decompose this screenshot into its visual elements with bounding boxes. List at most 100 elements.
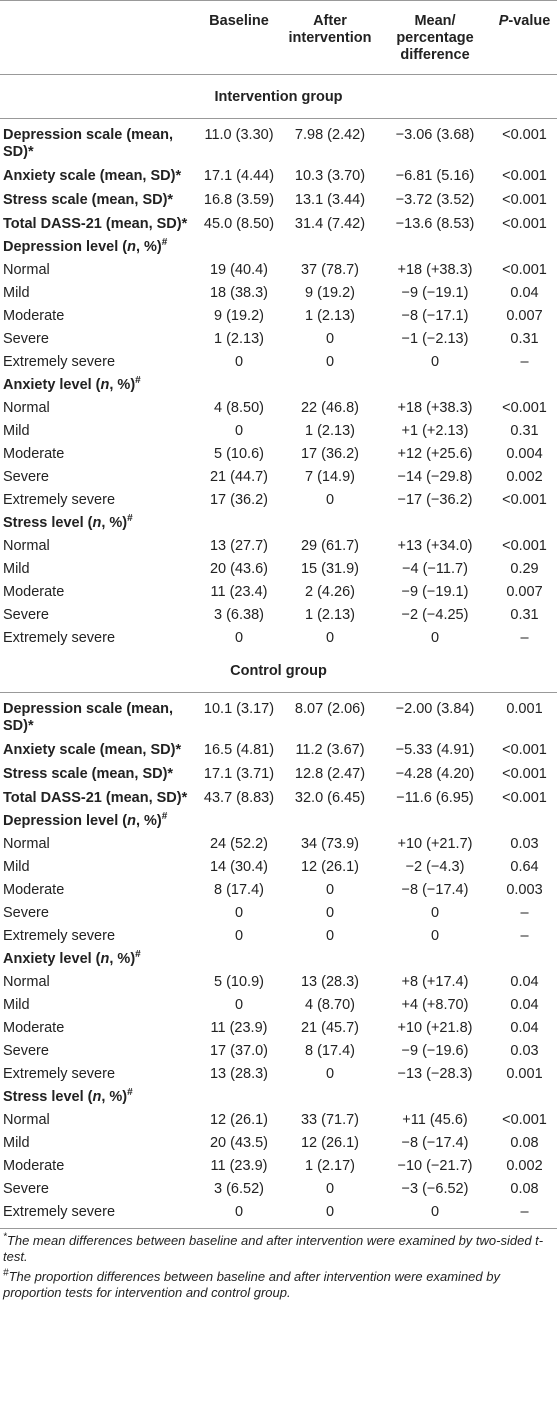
level-row: Severe 1 (2.13) 0 −1 (−2.13) 0.31 bbox=[0, 328, 557, 351]
level-label: Normal bbox=[3, 974, 50, 990]
level-label: Moderate bbox=[3, 584, 65, 600]
value-cell: 0.08 bbox=[510, 1181, 539, 1197]
scale-row: Depression scale (mean, SD)* 11.0 (3.30) 7… bbox=[0, 119, 557, 165]
value-cell: 0 bbox=[430, 630, 440, 646]
value-cell: 13 (28.3) bbox=[300, 974, 360, 990]
scale-label: Total DASS-21 (mean, SD)* bbox=[3, 790, 188, 806]
value-cell: 10.3 (3.70) bbox=[294, 168, 366, 184]
value-cell: 7.98 (2.42) bbox=[294, 127, 366, 143]
value-cell: 12 (26.1) bbox=[209, 1112, 269, 1128]
value-cell: 0 bbox=[325, 1181, 335, 1197]
level-row: Moderate 5 (10.6) 17 (36.2) +12 (+25.6) 0.00… bbox=[0, 443, 557, 466]
value-cell: 9 (19.2) bbox=[214, 308, 264, 324]
value-cell: 0 bbox=[325, 928, 335, 944]
table-container: Baseline After intervention Mean/ percenta… bbox=[0, 0, 557, 1301]
scale-label: Anxiety scale (mean, SD)* bbox=[3, 742, 182, 758]
value-cell: −13 (−28.3) bbox=[397, 1066, 473, 1082]
level-row: Severe 3 (6.38) 1 (2.13) −2 (−4.25) 0.31 bbox=[0, 604, 557, 627]
footnote: #The proportion differences between base… bbox=[3, 1268, 554, 1301]
level-heading-row: Stress level (n, %)# bbox=[0, 512, 557, 535]
value-cell: 11 (23.9) bbox=[210, 1020, 268, 1036]
value-cell: 0 bbox=[430, 928, 440, 944]
scale-row: Stress scale (mean, SD)* 16.8 (3.59) 13.1 … bbox=[0, 188, 557, 212]
header-text: After intervention bbox=[288, 13, 372, 46]
value-cell: <0.001 bbox=[502, 790, 547, 806]
value-cell: 0 bbox=[325, 882, 335, 898]
value-cell: 1 (2.13) bbox=[305, 607, 355, 623]
table-header: Baseline After intervention Mean/ percenta… bbox=[0, 0, 557, 75]
value-cell: −8 (−17.4) bbox=[401, 1135, 469, 1151]
value-cell: 19 (40.4) bbox=[209, 262, 269, 278]
value-cell: – bbox=[520, 354, 529, 370]
value-cell: <0.001 bbox=[502, 538, 547, 554]
value-cell: 3 (6.38) bbox=[214, 607, 264, 623]
level-label: Severe bbox=[3, 1043, 49, 1059]
level-row: Normal 5 (10.9) 13 (28.3) +8 (+17.4) 0.04 bbox=[0, 971, 557, 994]
scale-label: Anxiety scale (mean, SD)* bbox=[3, 168, 182, 184]
value-cell: 43.7 (8.83) bbox=[203, 790, 275, 806]
level-label: Extremely severe bbox=[3, 1066, 116, 1082]
level-heading-row: Anxiety level (n, %)# bbox=[0, 374, 557, 397]
level-label: Mild bbox=[3, 997, 30, 1013]
value-cell: 13 (27.7) bbox=[209, 538, 269, 554]
value-cell: 0 bbox=[325, 354, 335, 370]
level-heading-text: n bbox=[100, 951, 110, 967]
level-heading-text: Stress level ( bbox=[3, 515, 93, 531]
value-cell: 11 (23.9) bbox=[210, 1158, 268, 1174]
level-heading-text: # bbox=[127, 1087, 133, 1099]
value-cell: 0.64 bbox=[510, 859, 539, 875]
level-label: Normal bbox=[3, 262, 50, 278]
level-row: Mild 0 1 (2.13) +1 (+2.13) 0.31 bbox=[0, 420, 557, 443]
value-cell: 2 (4.26) bbox=[305, 584, 355, 600]
level-heading: Stress level (n, %)# bbox=[0, 1086, 557, 1109]
level-label: Severe bbox=[3, 607, 49, 623]
value-cell: +13 (+34.0) bbox=[397, 538, 473, 554]
level-heading-text: , %) bbox=[101, 1089, 128, 1105]
level-heading: Anxiety level (n, %)# bbox=[0, 948, 557, 971]
value-cell: 12 (26.1) bbox=[300, 859, 360, 875]
level-label: Normal bbox=[3, 400, 50, 416]
scale-row: Total DASS-21 (mean, SD)* 43.7 (8.83) 32.0… bbox=[0, 786, 557, 810]
value-cell: 0.29 bbox=[510, 561, 539, 577]
value-cell: 21 (45.7) bbox=[300, 1020, 360, 1036]
value-cell: −1 (−2.13) bbox=[401, 331, 469, 347]
value-cell: 0 bbox=[234, 928, 244, 944]
results-table: Baseline After intervention Mean/ percenta… bbox=[0, 0, 557, 1224]
level-label: Normal bbox=[3, 538, 50, 554]
level-heading-text: n bbox=[92, 1089, 102, 1105]
value-cell: 1 (2.13) bbox=[214, 331, 264, 347]
value-cell: 5 (10.6) bbox=[214, 446, 264, 462]
level-label: Severe bbox=[3, 1181, 49, 1197]
value-cell: −3.72 (3.52) bbox=[395, 192, 475, 208]
scale-label: Depression scale (mean, SD)* bbox=[3, 127, 174, 160]
level-row: Extremely severe 0 0 0 – bbox=[0, 351, 557, 374]
value-cell: +11 (45.6) bbox=[402, 1112, 468, 1128]
scale-label: Depression scale (mean, SD)* bbox=[3, 701, 174, 734]
value-cell: – bbox=[520, 928, 529, 944]
value-cell: <0.001 bbox=[502, 262, 547, 278]
level-row: Mild 20 (43.5) 12 (26.1) −8 (−17.4) 0.08 bbox=[0, 1132, 557, 1155]
level-row: Severe 17 (37.0) 8 (17.4) −9 (−19.6) 0.03 bbox=[0, 1040, 557, 1063]
level-row: Extremely severe 0 0 0 – bbox=[0, 1201, 557, 1224]
value-cell: 17 (37.0) bbox=[209, 1043, 269, 1059]
value-cell: 11.2 (3.67) bbox=[295, 742, 365, 758]
header-empty bbox=[0, 1, 196, 75]
level-label: Moderate bbox=[3, 882, 65, 898]
value-cell: 0 bbox=[325, 905, 335, 921]
level-heading-row: Depression level (n, %)# bbox=[0, 810, 557, 833]
value-cell: +8 (+17.4) bbox=[401, 974, 469, 990]
level-heading-text: , %) bbox=[109, 951, 136, 967]
value-cell: −2 (−4.25) bbox=[401, 607, 469, 623]
value-cell: 18 (38.3) bbox=[209, 285, 269, 301]
level-heading-row: Stress level (n, %)# bbox=[0, 1086, 557, 1109]
value-cell: 0.04 bbox=[510, 997, 539, 1013]
level-heading-text: , %) bbox=[101, 515, 128, 531]
level-heading-row: Depression level (n, %)# bbox=[0, 236, 557, 259]
section-row: Control group bbox=[0, 650, 557, 693]
value-cell: 14 (30.4) bbox=[209, 859, 269, 875]
value-cell: 0.31 bbox=[510, 331, 539, 347]
level-heading-text: Depression level ( bbox=[3, 239, 128, 255]
value-cell: 24 (52.2) bbox=[209, 836, 269, 852]
level-heading-text: n bbox=[127, 239, 136, 255]
level-heading-text: # bbox=[135, 949, 141, 961]
